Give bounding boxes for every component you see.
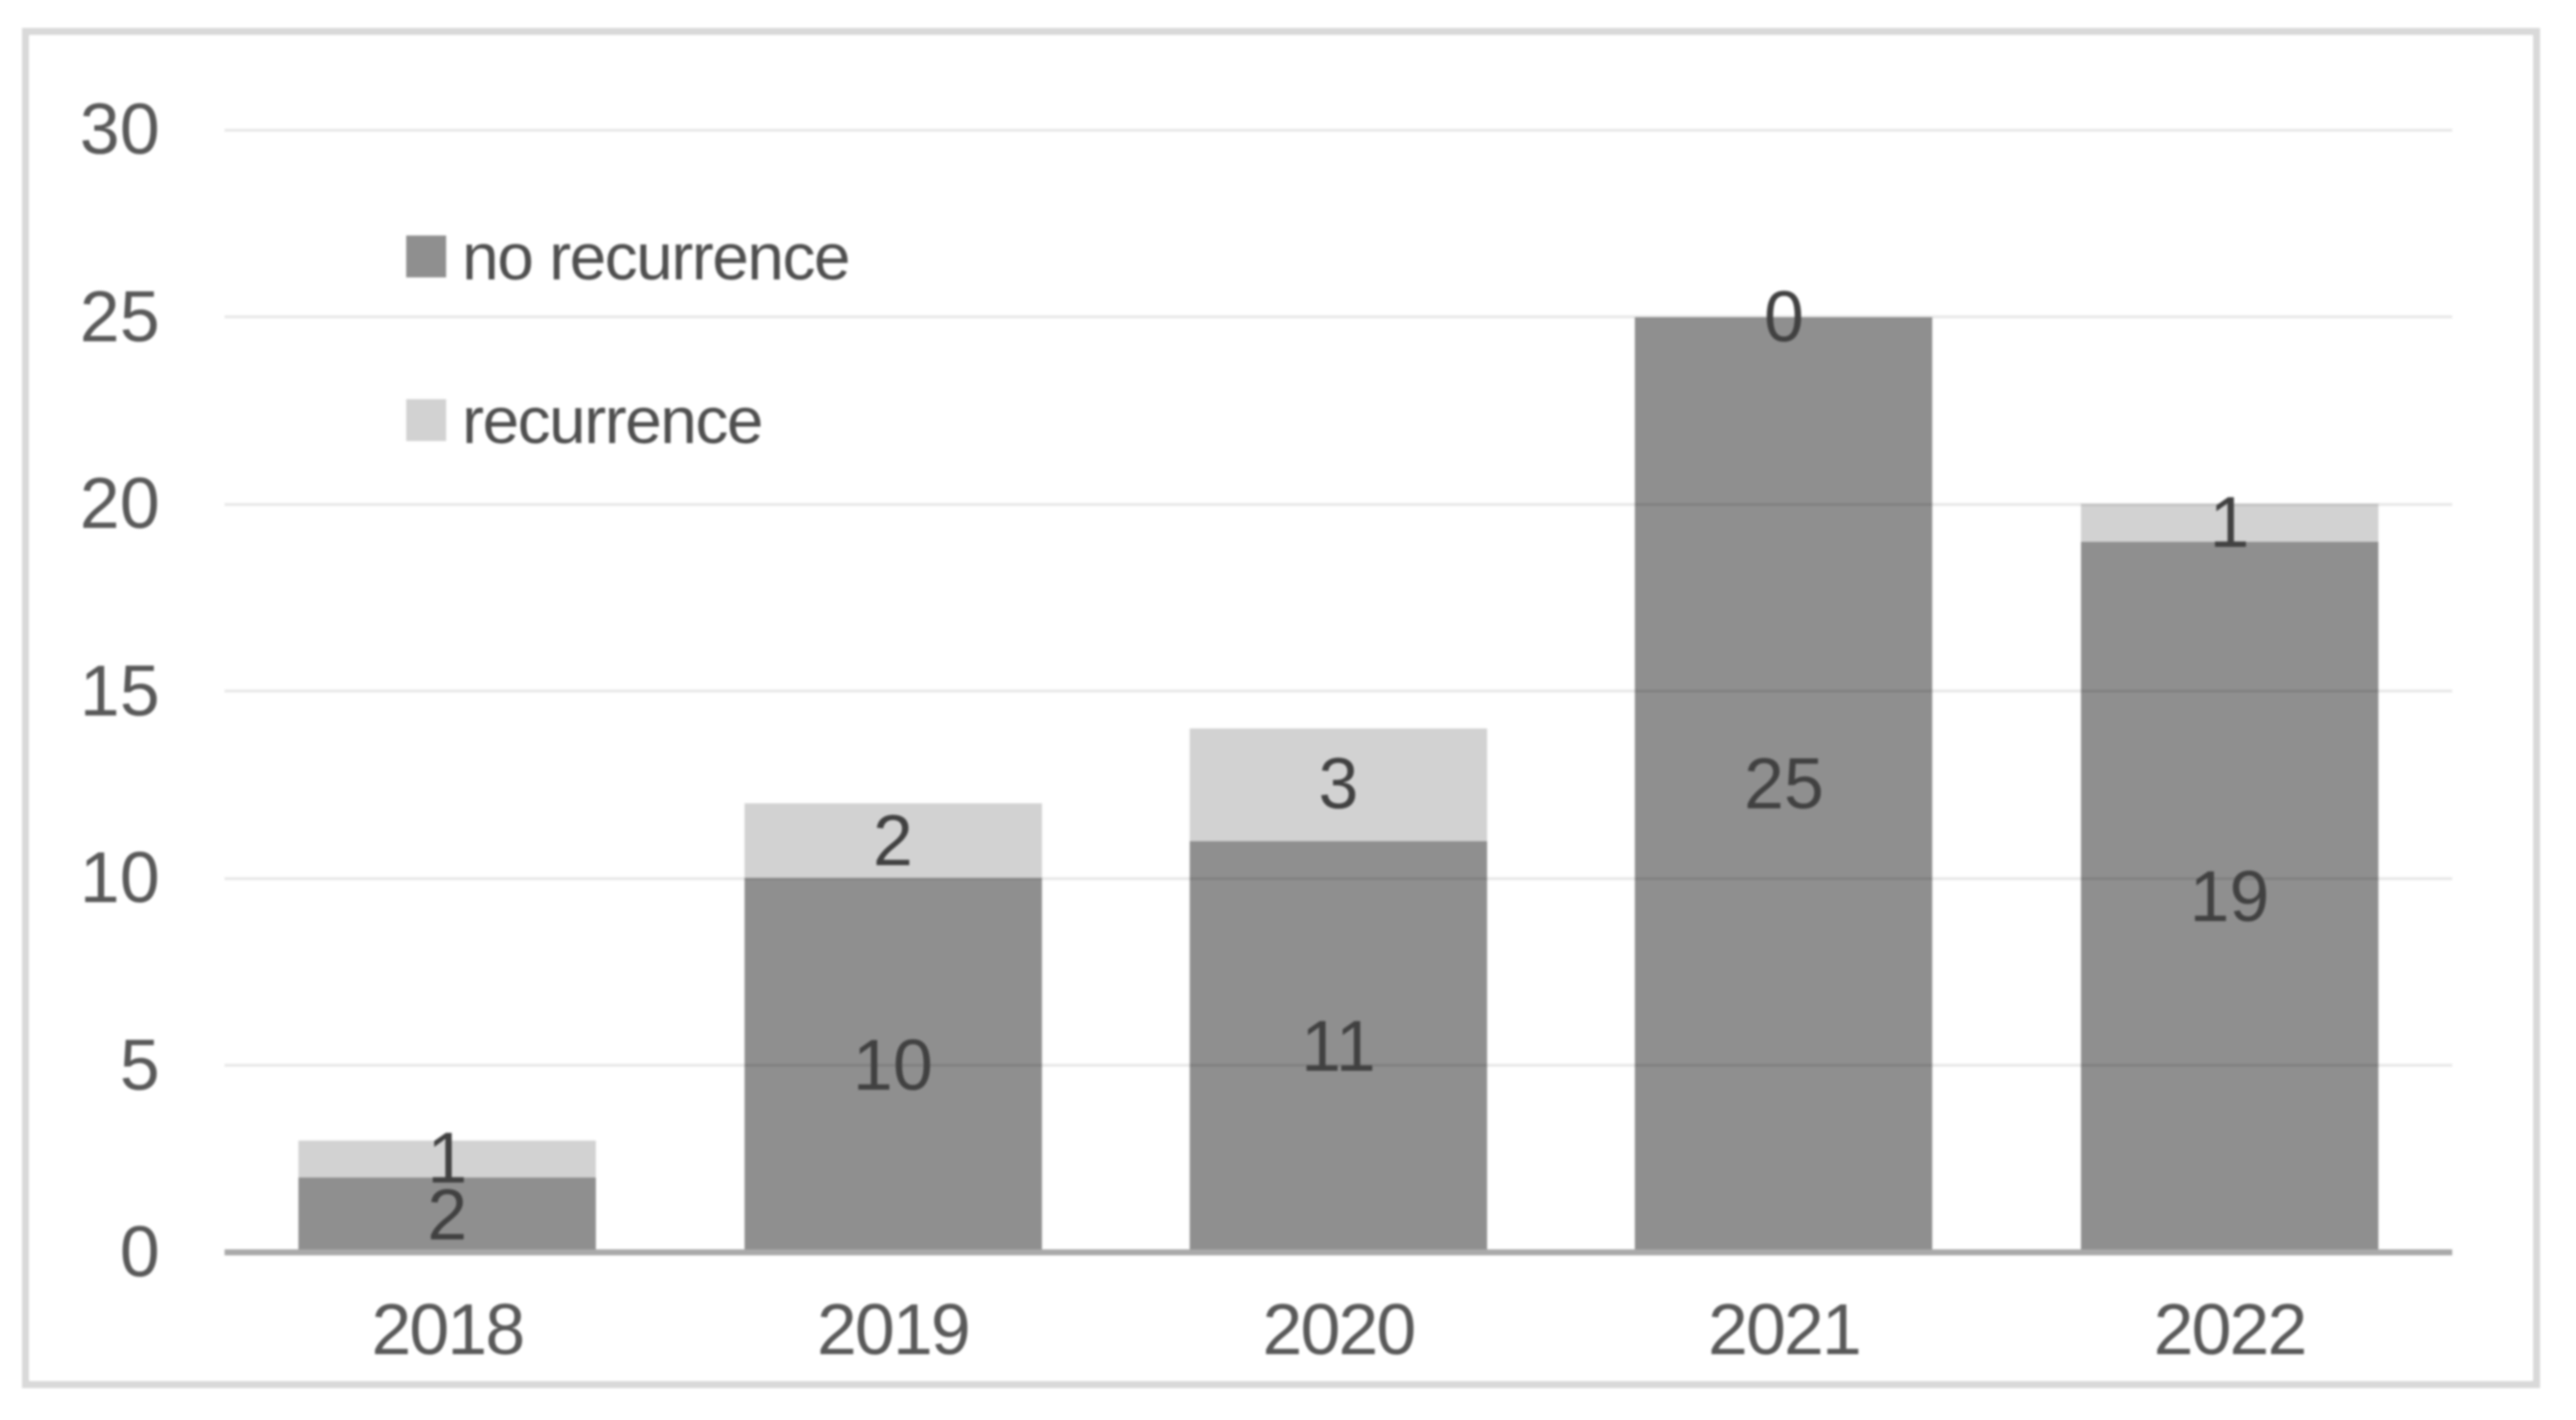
- data-label-2020-recurrence: 3: [1317, 744, 1359, 825]
- bar-2018-no-recurrence: [298, 1178, 597, 1252]
- y-tick-label-25: 25: [79, 276, 160, 357]
- x-axis-label-2018: 2018: [371, 1290, 525, 1370]
- y-tick-label-20: 20: [79, 464, 160, 544]
- x-axis-line: [225, 1249, 2452, 1255]
- bar-2022-no-recurrence: [2080, 541, 2378, 1252]
- legend-item-recurrence: recurrence: [406, 381, 764, 459]
- data-label-2018-recurrence: 1: [427, 1119, 468, 1199]
- x-axis-label-2019: 2019: [816, 1290, 971, 1370]
- x-axis-label-2020: 2020: [1262, 1290, 1416, 1370]
- data-label-2022-recurrence: 1: [2209, 482, 2250, 563]
- data-label-2019-recurrence: 2: [872, 800, 913, 881]
- bar-2021-no-recurrence: [1635, 316, 1933, 1252]
- data-label-2022-no-recurrence: 19: [2189, 856, 2270, 937]
- gridline-20: [225, 502, 2452, 506]
- legend-swatch-recurrence: [406, 399, 446, 441]
- data-label-2020-no-recurrence: 11: [1300, 1006, 1376, 1087]
- y-tick-label-5: 5: [119, 1025, 160, 1106]
- gridline-5: [225, 1064, 2452, 1067]
- bar-2022-recurrence: [2080, 504, 2378, 542]
- bar-2020-recurrence: [1190, 728, 1487, 841]
- gridline-30: [225, 128, 2452, 132]
- x-axis-label-2022: 2022: [2153, 1290, 2308, 1370]
- gridline-25: [225, 315, 2452, 318]
- x-axis-label-2021: 2021: [1708, 1290, 1861, 1370]
- chart-border-frame: [22, 28, 2540, 1388]
- y-tick-label-15: 15: [79, 651, 160, 731]
- data-label-2019-no-recurrence: 10: [852, 1025, 933, 1106]
- legend-label-recurrence: recurrence: [462, 383, 764, 457]
- bar-2020-no-recurrence: [1190, 840, 1487, 1252]
- bar-2018-recurrence: [298, 1140, 597, 1178]
- legend-item-no-recurrence: no recurrence: [406, 218, 850, 295]
- gridline-15: [225, 690, 2452, 693]
- bar-2019-no-recurrence: [744, 878, 1042, 1252]
- y-tick-label-10: 10: [79, 838, 160, 918]
- gridline-10: [225, 876, 2452, 880]
- y-tick-label-0: 0: [119, 1212, 160, 1292]
- legend-swatch-no-recurrence: [406, 236, 446, 277]
- data-label-2018-no-recurrence: 2: [427, 1175, 468, 1255]
- legend-label-no-recurrence: no recurrence: [462, 220, 850, 293]
- data-label-2021-no-recurrence: 25: [1744, 744, 1824, 825]
- y-tick-label-30: 30: [79, 90, 160, 170]
- data-label-2021-recurrence: 0: [1764, 276, 1804, 357]
- bar-2019-recurrence: [744, 803, 1042, 878]
